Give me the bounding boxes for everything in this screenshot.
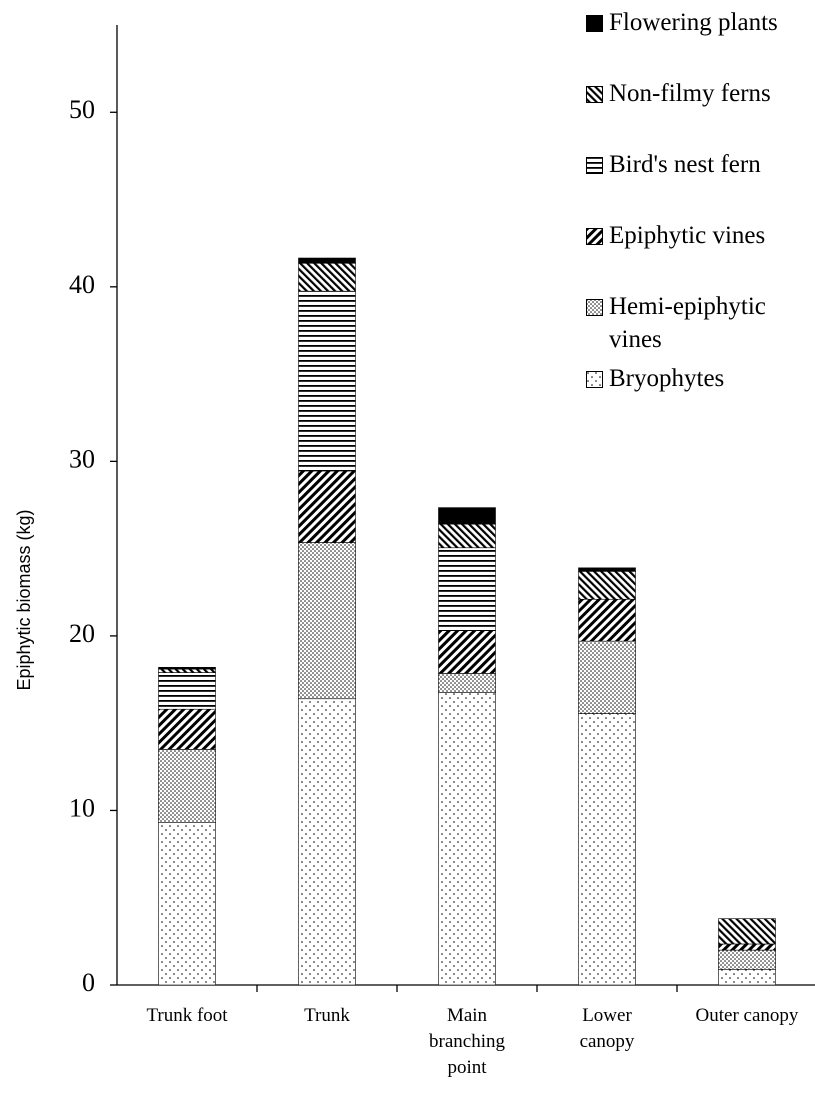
bar-segment <box>298 470 356 543</box>
bar-segment <box>438 523 496 549</box>
legend-swatch-fill <box>586 299 603 316</box>
bar-segment <box>718 918 776 945</box>
x-tick-label: Lower canopy <box>579 1005 635 1052</box>
legend-label: Bird's nest fern <box>609 151 761 178</box>
legend-label: Bryophytes <box>609 365 725 392</box>
legend-label: Hemi-epiphytic vines <box>609 293 766 353</box>
legend-item: Flowering plants <box>586 6 811 39</box>
y-tick-label: 30 <box>69 444 95 473</box>
x-tick-label: Main branching point <box>429 1005 505 1078</box>
bar-segment <box>718 949 776 970</box>
bar-segment <box>438 673 496 693</box>
legend-swatch-fill <box>586 15 603 32</box>
legend-swatch <box>586 15 603 32</box>
x-tick-label: Trunk foot <box>146 1005 228 1026</box>
x-tick-label: Outer canopy <box>695 1005 799 1026</box>
bar-segment <box>718 968 776 986</box>
bar-segment <box>438 630 496 674</box>
legend-label: Flowering plants <box>609 9 778 36</box>
bar-segment <box>158 822 216 986</box>
y-tick-label: 20 <box>69 619 95 648</box>
legend-swatch-fill <box>586 371 603 388</box>
bar-segment <box>718 943 776 951</box>
bar-segment <box>298 262 356 292</box>
y-axis-label: Epiphytic biomass (kg) <box>14 509 34 690</box>
bar-segment <box>298 698 356 986</box>
x-tick-label: Trunk <box>304 1005 350 1026</box>
y-tick-label: 10 <box>69 793 95 822</box>
bar-segment <box>578 713 636 986</box>
legend-swatch-fill <box>586 86 603 103</box>
legend: Flowering plants Non-filmy ferns Bird's ne… <box>586 6 811 395</box>
legend-swatch <box>586 371 603 388</box>
legend-item: Bird's nest fern <box>586 148 811 181</box>
legend-swatch <box>586 86 603 103</box>
bar-segment <box>578 571 636 600</box>
legend-swatch-fill <box>586 157 603 174</box>
bar-segment <box>438 692 496 986</box>
legend-swatch <box>586 157 603 174</box>
legend-swatch-fill <box>586 228 603 245</box>
bar-segment <box>158 749 216 823</box>
legend-item: Epiphytic vines <box>586 219 811 252</box>
legend-swatch <box>586 228 603 245</box>
bar-segment <box>158 668 216 673</box>
y-tick-label: 50 <box>69 95 95 124</box>
bar-segment <box>438 547 496 631</box>
bar-segment <box>298 542 356 700</box>
bar-segment <box>158 672 216 710</box>
legend-swatch <box>586 299 603 316</box>
legend-item: Non-filmy ferns <box>586 77 811 110</box>
legend-label: Epiphytic vines <box>609 222 766 249</box>
bar-segment <box>298 290 356 472</box>
bar-segment <box>298 257 356 264</box>
y-tick-label: 0 <box>82 968 95 997</box>
bar-segment <box>158 667 216 670</box>
legend-label: Non-filmy ferns <box>609 80 771 107</box>
legend-item: Hemi-epiphytic vines <box>586 290 811 356</box>
bar-segment <box>158 708 216 750</box>
legend-item: Bryophytes <box>586 362 811 395</box>
bar-segment <box>438 507 496 525</box>
bar-segment <box>578 598 636 642</box>
bar-segment <box>578 640 636 714</box>
bar-segment <box>578 567 636 572</box>
y-tick-label: 40 <box>69 270 95 299</box>
